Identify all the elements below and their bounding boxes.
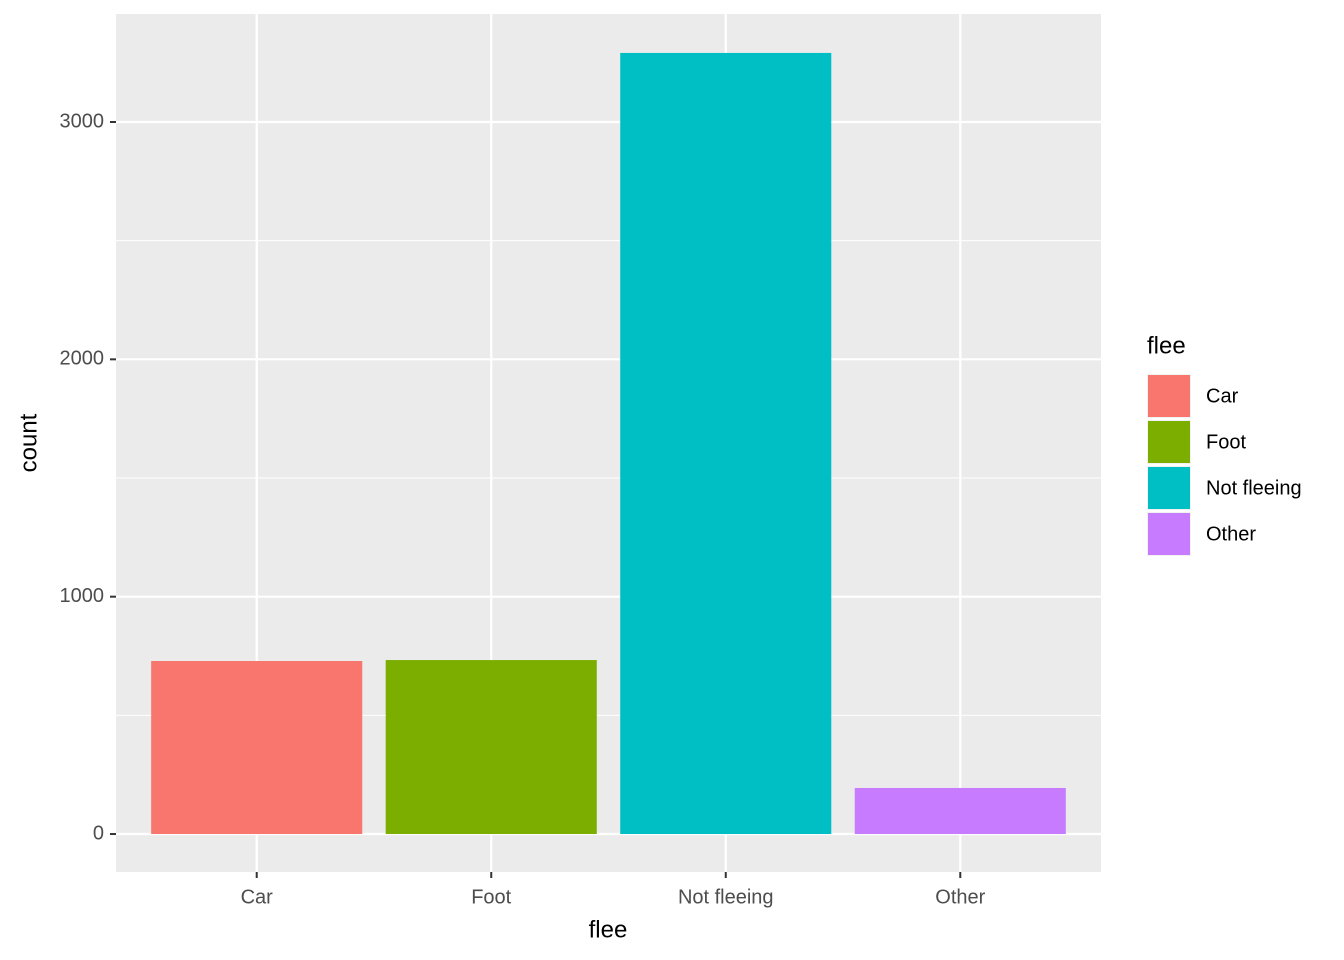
- bar: [854, 787, 1066, 835]
- legend-label: Other: [1206, 523, 1256, 545]
- bar: [151, 661, 363, 835]
- legend-title: flee: [1147, 332, 1186, 359]
- legend-swatch: [1148, 513, 1190, 555]
- x-tick-label: Not fleeing: [678, 886, 774, 908]
- y-tick-label: 3000: [60, 110, 105, 132]
- bars: [151, 52, 1066, 835]
- legend-label: Foot: [1206, 431, 1246, 453]
- x-tick-label: Other: [935, 886, 985, 908]
- bar: [385, 660, 597, 835]
- legend-swatch: [1148, 421, 1190, 463]
- y-axis-title: count: [15, 413, 42, 472]
- legend-label: Car: [1206, 385, 1239, 407]
- x-axis-title: flee: [589, 916, 628, 943]
- legend-swatch: [1148, 375, 1190, 417]
- x-tick-label: Foot: [471, 886, 511, 908]
- y-tick-label: 0: [93, 822, 104, 844]
- y-tick-label: 1000: [60, 585, 105, 607]
- y-tick-label: 2000: [60, 348, 105, 370]
- x-tick-label: Car: [241, 886, 274, 908]
- bar: [620, 52, 832, 835]
- legend-label: Not fleeing: [1206, 477, 1302, 499]
- legend-swatch: [1148, 467, 1190, 509]
